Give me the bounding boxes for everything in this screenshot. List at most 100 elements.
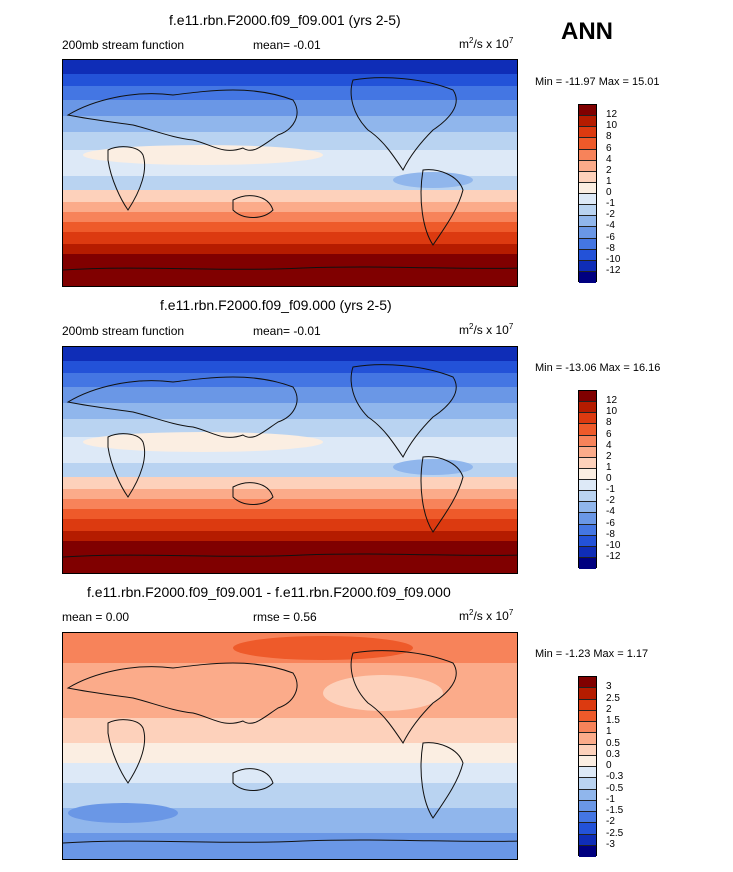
colorbar-swatch: [579, 424, 596, 436]
colorbar-tick-label: 8: [606, 131, 612, 143]
colorbar-swatch: [579, 260, 596, 272]
colorbar-tick-label: -1.5: [606, 805, 624, 816]
colorbar-swatch: [579, 755, 596, 767]
colorbar-swatch: [579, 812, 596, 824]
colorbar-swatch: [579, 845, 596, 857]
colorbar-swatch: [579, 149, 596, 161]
panel2-title: f.e11.rbn.F2000.f09_f09.000 (yrs 2-5): [160, 297, 392, 313]
panel2-mean-label: mean= -0.01: [253, 324, 321, 338]
colorbar-tick-label: -2: [606, 816, 615, 828]
panel3-field-plot: [63, 633, 517, 859]
colorbar-tick-label: 6: [606, 142, 612, 154]
colorbar-tick-label: -6: [606, 231, 615, 243]
colorbar-tick-label: 3: [606, 681, 612, 693]
colorbar-swatch: [579, 535, 596, 547]
panel2-contour-bands: [63, 347, 517, 573]
colorbar-swatch: [579, 557, 596, 569]
colorbar-tick-label: -8: [606, 242, 615, 254]
colorbar-swatch: [579, 138, 596, 150]
colorbar-tick-label: 10: [606, 120, 618, 132]
colorbar-swatch: [579, 834, 596, 846]
colorbar-tick-label: -6: [606, 517, 615, 529]
colorbar-tick-label: -10: [606, 253, 621, 265]
colorbar-swatch: [579, 733, 596, 745]
colorbar-swatch: [579, 524, 596, 536]
colorbar-tick-label: 4: [606, 153, 612, 165]
colorbar-tick-label: -4: [606, 506, 615, 518]
panel2-colorbar: [578, 390, 597, 569]
colorbar-swatch: [579, 105, 596, 117]
colorbar-tick-label: 0: [606, 760, 612, 771]
colorbar-swatch: [579, 446, 596, 458]
panel3-rmse-label: rmse = 0.56: [253, 610, 317, 624]
colorbar-swatch: [579, 502, 596, 514]
colorbar-tick-label: 10: [606, 406, 618, 418]
colorbar-swatch: [579, 823, 596, 835]
panel3-units: m2/s x 107: [459, 608, 514, 623]
colorbar-swatch: [579, 767, 596, 779]
colorbar-tick-label: 1: [606, 726, 612, 738]
panel1-units: m2/s x 107: [459, 36, 514, 51]
panel1-title: f.e11.rbn.F2000.f09_f09.001 (yrs 2-5): [169, 12, 401, 28]
colorbar-tick-label: -2.5: [606, 827, 624, 839]
colorbar-tick-label: 2: [606, 164, 612, 176]
colorbar-tick-label: -0.3: [606, 771, 624, 783]
panel2-minmax: Min = -13.06 Max = 16.16: [535, 362, 661, 374]
panel2-units: m2/s x 107: [459, 322, 514, 337]
colorbar-swatch: [579, 171, 596, 183]
panel2-coastlines: [63, 364, 517, 558]
colorbar-tick-label: 1.5: [606, 715, 620, 726]
colorbar-tick-label: -12: [606, 550, 621, 562]
panel1-mean-label: mean= -0.01: [253, 38, 321, 52]
colorbar-tick-label: -0.5: [606, 782, 624, 794]
panel3-minmax: Min = -1.23 Max = 1.17: [535, 648, 649, 660]
colorbar-swatch: [579, 480, 596, 492]
colorbar-swatch: [579, 127, 596, 139]
colorbar-swatch: [579, 116, 596, 128]
colorbar-swatch: [579, 160, 596, 172]
panel3-coastlines: [63, 650, 517, 844]
colorbar-swatch: [579, 271, 596, 283]
colorbar-tick-label: -8: [606, 528, 615, 540]
panel1-field-plot: [63, 60, 517, 286]
colorbar-tick-label: 6: [606, 428, 612, 440]
colorbar-tick-label: 4: [606, 439, 612, 451]
colorbar-tick-label: 0.3: [606, 748, 620, 760]
colorbar-swatch: [579, 744, 596, 756]
colorbar-tick-label: -1: [606, 484, 615, 496]
colorbar-tick-label: 2.5: [606, 692, 620, 704]
panel3-colorbar: [578, 676, 597, 857]
colorbar-swatch: [579, 457, 596, 469]
colorbar-swatch: [579, 413, 596, 425]
colorbar-tick-label: -10: [606, 539, 621, 551]
colorbar-swatch: [579, 546, 596, 558]
season-label: ANN: [561, 18, 613, 45]
colorbar-swatch: [579, 789, 596, 801]
panel2-field-plot: [63, 347, 517, 573]
colorbar-swatch: [579, 391, 596, 403]
colorbar-swatch: [579, 194, 596, 206]
colorbar-tick-label: 12: [606, 109, 618, 121]
panel2-field-label: 200mb stream function: [62, 324, 185, 338]
colorbar-swatch: [579, 491, 596, 503]
panel3-mean-label: mean = 0.00: [62, 610, 130, 624]
colorbar-tick-label: 1: [606, 175, 612, 187]
colorbar-tick-label: 0.5: [606, 737, 620, 749]
panel1-field-label: 200mb stream function: [62, 38, 185, 52]
colorbar-swatch: [579, 435, 596, 447]
colorbar-swatch: [579, 216, 596, 228]
panel1-contour-bands: [63, 60, 517, 286]
colorbar-tick-label: -3: [606, 838, 615, 850]
colorbar-swatch: [579, 227, 596, 239]
panel1-minmax: Min = -11.97 Max = 15.01: [535, 76, 660, 88]
colorbar-swatch: [579, 722, 596, 734]
colorbar-tick-label: 8: [606, 417, 612, 429]
colorbar-swatch: [579, 778, 596, 790]
colorbar-swatch: [579, 402, 596, 414]
panel3-map: [62, 632, 518, 860]
colorbar-tick-label: -1: [606, 793, 615, 805]
colorbar-swatch: [579, 513, 596, 525]
colorbar-tick-label: 2: [606, 450, 612, 462]
colorbar-tick-label: -1: [606, 198, 615, 210]
colorbar-swatch: [579, 182, 596, 194]
